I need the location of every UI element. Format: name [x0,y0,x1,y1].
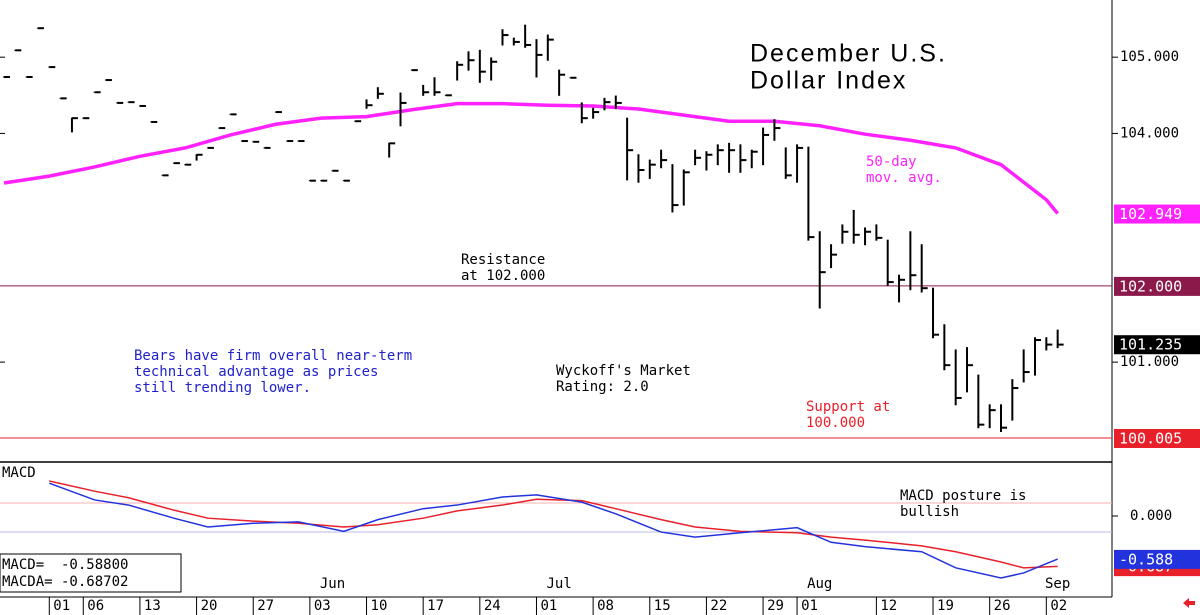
value-box: -0.588 [1114,549,1200,569]
x-tick-label: 15 [654,598,671,614]
x-tick-label: 12 [880,598,897,614]
value-box-label: 101.235 [1119,336,1182,354]
x-tick-label: 08 [597,598,614,614]
month-label: Aug [807,576,832,592]
macd-line [49,480,1058,569]
x-tick-label: 10 [371,598,388,614]
value-box-label: 102.000 [1119,277,1182,295]
x-tick-label: 06 [87,598,104,614]
x-tick-label: 02 [1050,598,1067,614]
month-label: Sep [1045,576,1070,592]
annotation: MACD posture is [900,488,1026,504]
readout-box [0,553,182,593]
annotation: technical advantage as prices [134,364,378,380]
x-tick-label: 20 [201,598,218,614]
x-tick-label: 17 [427,598,444,614]
x-tick-label: 22 [710,598,727,614]
y-tick-label: 104.000 [1120,125,1179,141]
chart-title: December U.S. [750,40,947,68]
value-box-bg [1114,549,1200,569]
month-label: Jun [320,576,345,592]
annotation: at 102.000 [461,268,545,284]
scroll-arrow[interactable] [1183,598,1195,608]
macd-readout: MACD= -0.58800 [2,557,128,573]
annotation: Wyckoff's Market [556,363,691,379]
annotation: 100.000 [806,415,865,431]
value-box-label: 100.005 [1119,429,1182,447]
macd-label: MACD [2,465,36,481]
annotation: 50-day [866,154,917,170]
x-tick-label: 29 [767,598,784,614]
value-box: 102.000 [1114,276,1200,296]
value-box-label: -0.588 [1119,550,1173,568]
value-box: 100.005 [1114,428,1200,448]
x-tick-label: 26 [994,598,1011,614]
annotation: Bears have firm overall near-term [134,348,412,364]
x-tick-label: 24 [484,598,501,614]
macd-line [49,482,1058,579]
value-box-label: 102.949 [1119,205,1182,223]
x-tick-label: 01 [801,598,818,614]
x-tick-label: 01 [540,598,557,614]
x-tick-label: 03 [314,598,331,614]
annotation: Rating: 2.0 [556,379,649,395]
month-label: Jul [546,576,571,592]
chart-title: Dollar Index [750,67,907,95]
y-tick-label: 105.000 [1120,49,1179,65]
annotation: mov. avg. [866,170,942,186]
annotation: Resistance [461,252,545,268]
macd-readout: MACDA= -0.68702 [2,574,128,590]
value-box-bg [1114,335,1200,355]
value-box-bg [1114,204,1200,224]
value-box-bg [1114,428,1200,448]
x-tick-label: 13 [144,598,161,614]
y-tick-label: 0.000 [1130,508,1172,524]
x-tick-label: 27 [257,598,274,614]
value-box-bg [1114,276,1200,296]
annotation: Support at [806,399,890,415]
annotation: bullish [900,504,959,520]
y-tick-label: 101.000 [1120,354,1179,370]
annotation: still trending lower. [134,380,311,396]
x-tick-label: 19 [937,598,954,614]
moving-average [3,101,1060,215]
value-box: 101.235 [1114,335,1200,355]
x-tick-label: 01 [53,598,70,614]
value-box: 102.949 [1114,204,1200,224]
